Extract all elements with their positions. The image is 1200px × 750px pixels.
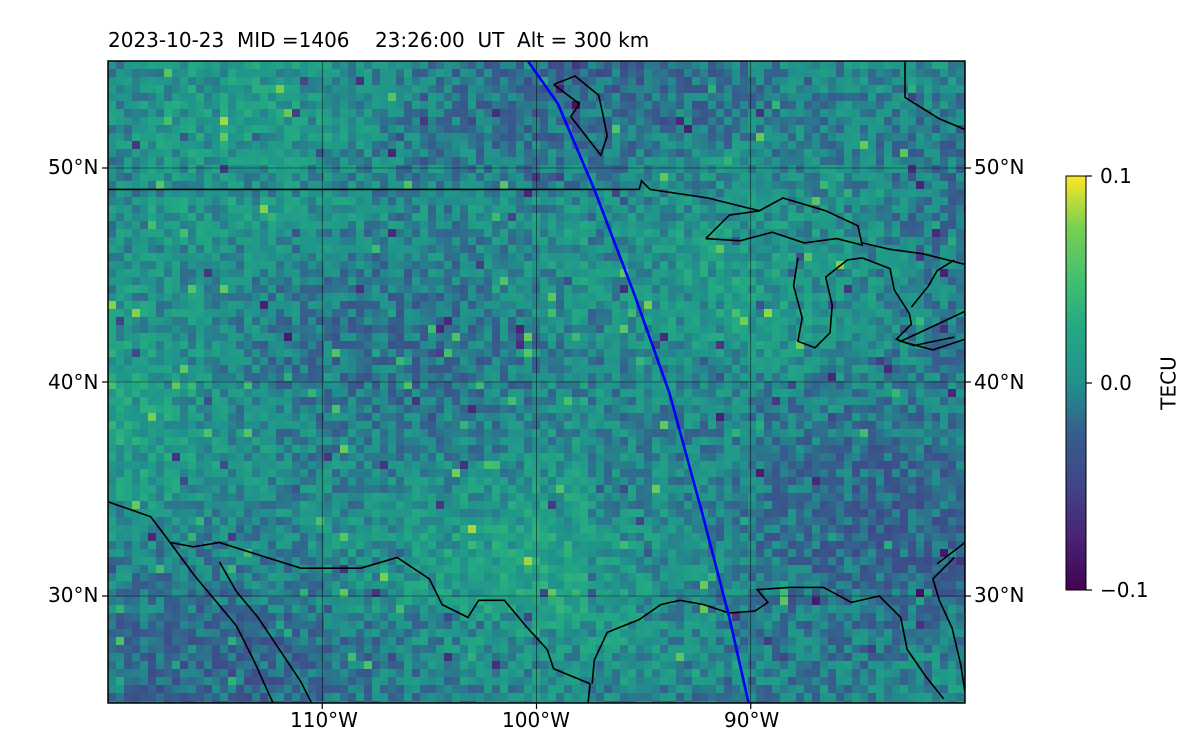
coastline-segment bbox=[898, 310, 965, 351]
colorbar-ticks bbox=[1086, 175, 1092, 591]
lat-tick-label-left: 50°N bbox=[48, 155, 99, 179]
lon-tick-label: 110°W bbox=[290, 708, 358, 732]
coastline-segment bbox=[108, 179, 760, 212]
colorbar bbox=[1065, 175, 1087, 591]
lat-tick-label-left: 40°N bbox=[48, 370, 99, 394]
coastline-segment bbox=[108, 501, 274, 703]
coastlines-borders bbox=[108, 61, 965, 703]
graticule bbox=[108, 61, 965, 703]
coastline-segment bbox=[931, 556, 965, 693]
lon-tick-label: 100°W bbox=[502, 708, 570, 732]
lon-tick-label: 90°W bbox=[724, 708, 780, 732]
coastline-segment bbox=[218, 561, 313, 703]
coastline-segment bbox=[910, 259, 955, 308]
coastline-segment bbox=[169, 541, 591, 685]
lat-tick-label-right: 40°N bbox=[974, 370, 1025, 394]
colorbar-tick-label: −0.1 bbox=[1100, 578, 1149, 602]
tec-heatmap bbox=[108, 61, 965, 703]
plot-title: 2023-10-23 MID =1406 23:26:00 UT Alt = 3… bbox=[108, 28, 650, 52]
coastline-segment bbox=[936, 541, 965, 565]
coastline-segment bbox=[705, 197, 864, 247]
colorbar-tick-label: 0.1 bbox=[1100, 164, 1132, 188]
axis-ticks bbox=[102, 167, 971, 709]
coastline-segment bbox=[862, 242, 965, 266]
satellite-track bbox=[526, 61, 750, 703]
coastline-segment bbox=[904, 61, 965, 131]
colorbar-tick-label: 0.0 bbox=[1100, 371, 1132, 395]
colorbar-label: TECU bbox=[1156, 356, 1181, 410]
coastline-segment bbox=[553, 75, 609, 157]
lat-tick-label-left: 30°N bbox=[48, 583, 99, 607]
coastline-segment bbox=[792, 257, 863, 349]
coastline-segment bbox=[591, 586, 945, 700]
lat-tick-label-right: 50°N bbox=[974, 155, 1025, 179]
lat-tick-label-right: 30°N bbox=[974, 583, 1025, 607]
coastline-segment bbox=[587, 683, 591, 703]
